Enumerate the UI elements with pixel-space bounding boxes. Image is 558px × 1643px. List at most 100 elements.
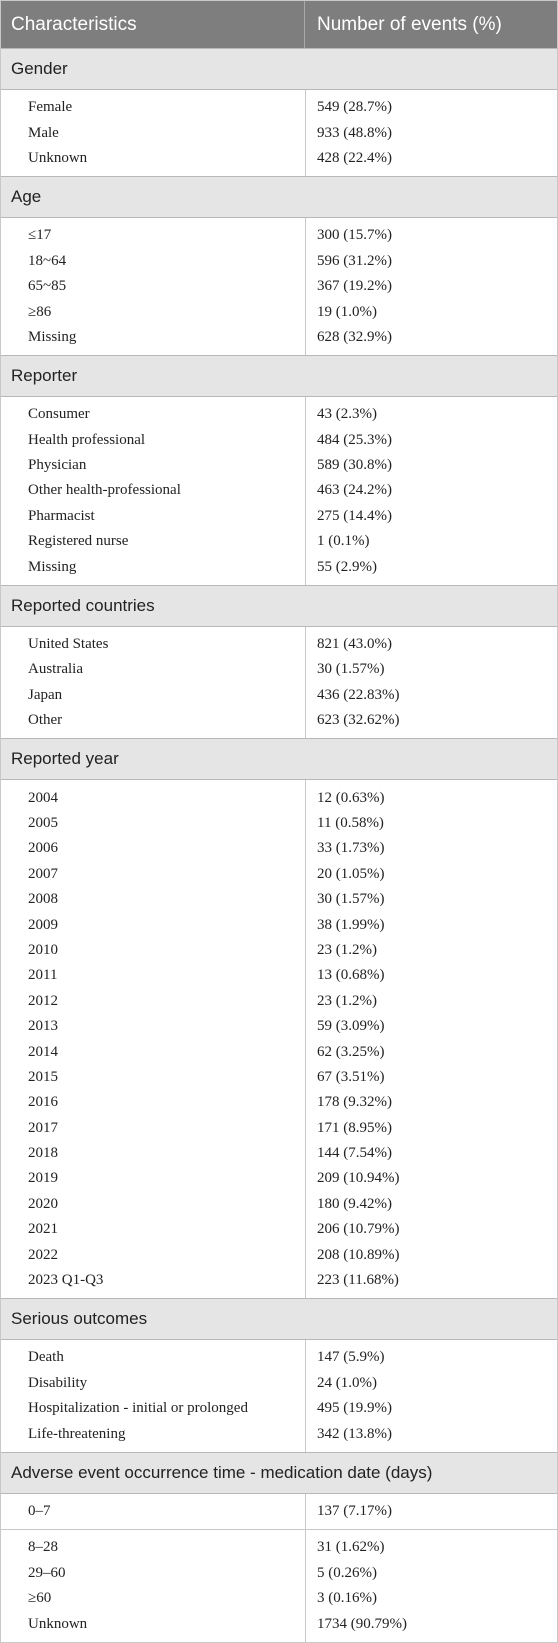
- table-row: Unknown 1734 (90.79%): [1, 1611, 557, 1636]
- table-row: 2022 208 (10.89%): [1, 1242, 557, 1267]
- row-value: 31 (1.62%): [317, 1539, 385, 1556]
- table-row: 2014 62 (3.25%): [1, 1039, 557, 1064]
- row-label: Missing: [28, 328, 77, 345]
- row-value: 19 (1.0%): [317, 303, 377, 320]
- row-label: 65~85: [28, 278, 67, 295]
- table-row: 2016 178 (9.32%): [1, 1090, 557, 1115]
- row-label: 2010: [28, 941, 58, 958]
- row-label: Death: [28, 1349, 64, 1366]
- row-value: 12 (0.63%): [317, 789, 385, 806]
- row-label: Physician: [28, 457, 87, 474]
- section-body: 8–28 31 (1.62%) 29–60 5 (0.26%) ≥60 3 (0.16%)…: [1, 1529, 557, 1642]
- row-label: ≥86: [28, 303, 52, 320]
- row-label: 0–7: [28, 1502, 51, 1519]
- row-label: 2009: [28, 916, 58, 933]
- row-value: 300 (15.7%): [317, 227, 392, 244]
- row-value: 436 (22.83%): [317, 686, 400, 703]
- row-value: 628 (32.9%): [317, 328, 392, 345]
- table-row: Missing 628 (32.9%): [1, 325, 557, 350]
- row-value: 589 (30.8%): [317, 457, 392, 474]
- table-row: Japan 436 (22.83%): [1, 683, 557, 708]
- table-row: Female 549 (28.7%): [1, 95, 557, 120]
- table-row: Life-threatening 342 (13.8%): [1, 1421, 557, 1446]
- section-body: Female 549 (28.7%) Male 933 (48.8%) Unknown 4…: [1, 90, 557, 177]
- row-value: 59 (3.09%): [317, 1018, 385, 1035]
- row-value: 275 (14.4%): [317, 507, 392, 524]
- row-value: 208 (10.89%): [317, 1246, 400, 1263]
- row-label: 2004: [28, 789, 58, 806]
- row-value: 463 (24.2%): [317, 482, 392, 499]
- row-label: 2006: [28, 840, 58, 857]
- table-row: ≥86 19 (1.0%): [1, 299, 557, 324]
- row-label: 2012: [28, 992, 58, 1009]
- table-row: Australia 30 (1.57%): [1, 657, 557, 682]
- row-label: 2017: [28, 1119, 58, 1136]
- row-label: 2022: [28, 1246, 58, 1263]
- row-value: 342 (13.8%): [317, 1425, 392, 1442]
- row-label: ≤17: [28, 227, 52, 244]
- row-label: 2023 Q1-Q3: [28, 1272, 104, 1289]
- row-label: 2015: [28, 1068, 58, 1085]
- row-value: 30 (1.57%): [317, 891, 385, 908]
- row-label: Life-threatening: [28, 1425, 126, 1442]
- row-value: 623 (32.62%): [317, 712, 400, 729]
- table-row: 2021 206 (10.79%): [1, 1217, 557, 1242]
- table-row: Health professional 484 (25.3%): [1, 428, 557, 453]
- table-header: Characteristics Number of events (%): [1, 1, 557, 48]
- header-characteristics: Characteristics: [1, 1, 305, 48]
- row-value: 38 (1.99%): [317, 916, 385, 933]
- row-value: 549 (28.7%): [317, 99, 392, 116]
- row-label: 2007: [28, 865, 58, 882]
- table-row: 2018 144 (7.54%): [1, 1141, 557, 1166]
- row-label: 2020: [28, 1195, 58, 1212]
- section-body: 0–7 137 (7.17%): [1, 1493, 557, 1530]
- row-value: 30 (1.57%): [317, 661, 385, 678]
- row-value: 24 (1.0%): [317, 1374, 377, 1391]
- row-value: 3 (0.16%): [317, 1590, 377, 1607]
- row-label: Female: [28, 99, 73, 116]
- table-row: 0–7 137 (7.17%): [1, 1499, 557, 1524]
- row-label: 2019: [28, 1170, 58, 1187]
- table-row: Missing 55 (2.9%): [1, 554, 557, 579]
- table-row: United States 821 (43.0%): [1, 632, 557, 657]
- row-label: 18~64: [28, 252, 67, 269]
- row-label: Pharmacist: [28, 507, 95, 524]
- table-row: Male 933 (48.8%): [1, 120, 557, 145]
- table-row: 2010 23 (1.2%): [1, 938, 557, 963]
- row-value: 180 (9.42%): [317, 1195, 392, 1212]
- row-value: 206 (10.79%): [317, 1221, 400, 1238]
- row-label: ≥60: [28, 1590, 52, 1607]
- table-row: ≤17 300 (15.7%): [1, 223, 557, 248]
- row-label: 2011: [28, 967, 58, 984]
- row-value: 821 (43.0%): [317, 636, 392, 653]
- row-value: 223 (11.68%): [317, 1272, 399, 1289]
- table-row: 29–60 5 (0.26%): [1, 1561, 557, 1586]
- row-value: 11 (0.58%): [317, 815, 384, 831]
- row-value: 367 (19.2%): [317, 278, 392, 295]
- row-value: 933 (48.8%): [317, 124, 392, 141]
- table-row: 2011 13 (0.68%): [1, 963, 557, 988]
- row-label: 2016: [28, 1094, 58, 1111]
- row-value: 209 (10.94%): [317, 1170, 400, 1187]
- section-body: Death 147 (5.9%) Disability 24 (1.0%) Hospit…: [1, 1340, 557, 1452]
- section-body: Consumer 43 (2.3%) Health professional 484 …: [1, 397, 557, 585]
- row-label: United States: [28, 636, 109, 653]
- table-row: 2019 209 (10.94%): [1, 1166, 557, 1191]
- row-label: 2021: [28, 1221, 58, 1238]
- table-body: Gender Female 549 (28.7%) Male 933 (48.8%) Un…: [1, 48, 557, 1642]
- row-value: 67 (3.51%): [317, 1068, 385, 1085]
- table-row: 2007 20 (1.05%): [1, 862, 557, 887]
- row-value: 178 (9.32%): [317, 1094, 392, 1111]
- section-header: Gender: [1, 48, 557, 90]
- table-row: 2012 23 (1.2%): [1, 989, 557, 1014]
- table-row: 2004 12 (0.63%): [1, 785, 557, 810]
- row-value: 147 (5.9%): [317, 1349, 385, 1366]
- row-label: Consumer: [28, 406, 90, 423]
- table-row: 2023 Q1-Q3 223 (11.68%): [1, 1268, 557, 1293]
- section-body: 2004 12 (0.63%) 2005 11 (0.58%) 2006 33 (1.73…: [1, 780, 557, 1299]
- row-value: 43 (2.3%): [317, 406, 377, 423]
- row-value: 484 (25.3%): [317, 431, 392, 448]
- table-row: 65~85 367 (19.2%): [1, 274, 557, 299]
- table-row: Death 147 (5.9%): [1, 1345, 557, 1370]
- table-row: 2015 67 (3.51%): [1, 1065, 557, 1090]
